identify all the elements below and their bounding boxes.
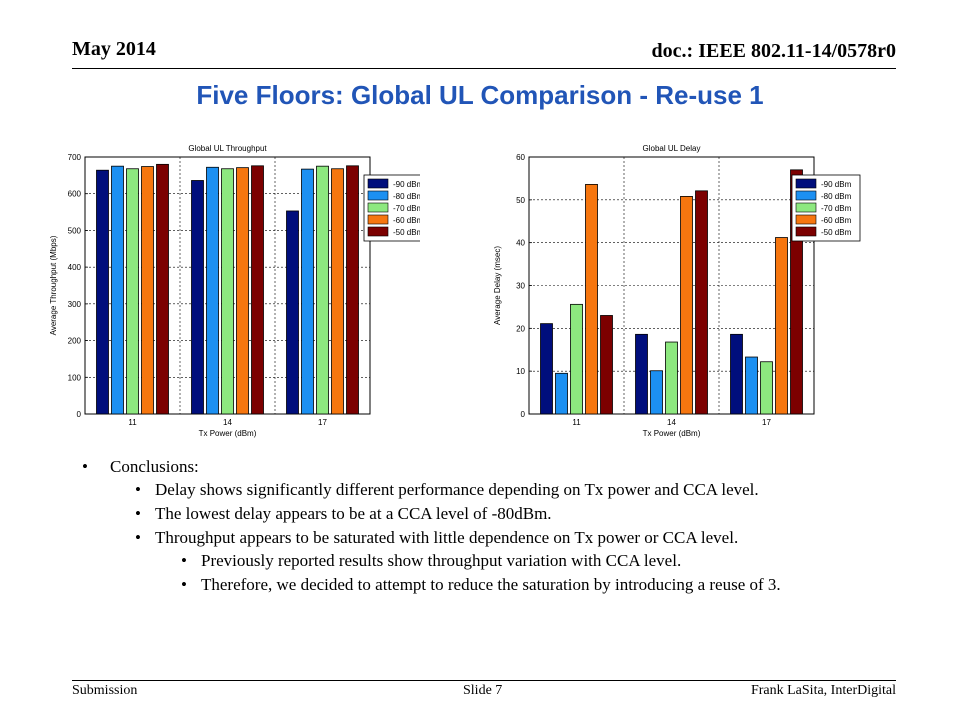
bar	[126, 168, 139, 415]
y-tick-label: 100	[68, 373, 82, 382]
y-tick-label: 0	[77, 410, 82, 419]
bar	[600, 315, 613, 415]
bar	[635, 333, 648, 415]
bar	[221, 168, 234, 415]
legend-label: -50 dBm	[821, 228, 852, 237]
delay-chart: Global UL Delay 0 10 20 30 40 50 60 11 14 17 Tx Pow…	[493, 144, 861, 438]
legend-swatch	[795, 214, 817, 225]
legend-label: -60 dBm	[393, 216, 420, 225]
document-id: doc.: IEEE 802.11-14/0578r0	[651, 40, 896, 62]
chart-title: Global UL Throughput	[188, 144, 267, 153]
x-tick-label: 14	[667, 418, 676, 427]
bar	[585, 184, 598, 415]
bar	[96, 169, 109, 415]
bar	[236, 167, 249, 415]
bar	[206, 166, 219, 415]
footer-submission: Submission	[72, 683, 138, 698]
y-tick-label: 20	[516, 324, 525, 333]
legend-label: -90 dBm	[393, 180, 420, 189]
legend-label: -50 dBm	[393, 228, 420, 237]
x-tick-label: 17	[318, 418, 327, 427]
legend-swatch	[367, 178, 389, 189]
y-tick-label: 40	[516, 239, 525, 248]
chart-title: Global UL Delay	[643, 144, 701, 153]
legend-swatch	[367, 226, 389, 237]
bar	[695, 190, 708, 415]
legend-label: -70 dBm	[393, 204, 420, 213]
x-tick-label: 17	[762, 418, 771, 427]
bar	[775, 237, 788, 415]
y-tick-label: 60	[516, 153, 525, 162]
y-tick-label: 200	[68, 337, 82, 346]
bar	[555, 372, 568, 415]
bar	[301, 168, 314, 415]
conclusion-subitem: Therefore, we decided to attempt to redu…	[155, 574, 880, 595]
bar	[570, 303, 583, 415]
bar	[760, 361, 773, 415]
bar	[331, 168, 344, 415]
footer-author: Frank LaSita, InterDigital	[750, 683, 896, 698]
bar	[665, 341, 678, 415]
legend-label: -60 dBm	[821, 216, 852, 225]
bar	[346, 165, 359, 415]
bar	[745, 356, 758, 415]
bar	[730, 333, 743, 415]
y-axis-label: Average Delay (msec)	[493, 246, 502, 325]
y-tick-label: 400	[68, 263, 82, 272]
x-tick-label: 11	[572, 418, 581, 427]
conclusion-subitem: Previously reported results show through…	[155, 550, 880, 571]
throughput-chart: Global UL Throughput 0 100 200 300 400 500 600 7…	[49, 144, 420, 438]
conclusion-item: Delay shows significantly different perf…	[110, 479, 880, 500]
bar	[680, 196, 693, 415]
legend-swatch	[795, 202, 817, 213]
y-tick-label: 0	[521, 410, 526, 419]
legend-label: -80 dBm	[393, 192, 420, 201]
legend-label: -70 dBm	[821, 204, 852, 213]
conclusion-item: Throughput appears to be saturated with …	[110, 527, 880, 595]
legend-swatch	[367, 202, 389, 213]
y-tick-label: 600	[68, 190, 82, 199]
x-axis-label: Tx Power (dBm)	[643, 429, 701, 438]
bar	[286, 210, 299, 415]
bar	[141, 166, 154, 415]
header-date: May 2014	[72, 38, 156, 60]
bar	[251, 165, 264, 415]
x-axis-label: Tx Power (dBm)	[199, 429, 257, 438]
y-tick-label: 30	[516, 282, 525, 291]
bar	[540, 323, 553, 415]
bar	[191, 180, 204, 415]
bar	[316, 165, 329, 415]
conclusions-heading: Conclusions: Delay shows significantly d…	[80, 456, 880, 595]
legend-swatch	[795, 226, 817, 237]
legend-swatch	[367, 214, 389, 225]
y-tick-label: 50	[516, 196, 525, 205]
conclusion-item: The lowest delay appears to be at a CCA …	[110, 503, 880, 524]
legend-label: -80 dBm	[821, 192, 852, 201]
y-tick-label: 10	[516, 367, 525, 376]
slide-title: Five Floors: Global UL Comparison - Re-u…	[196, 80, 764, 110]
bar	[650, 370, 663, 415]
y-tick-label: 500	[68, 226, 82, 235]
legend-swatch	[795, 190, 817, 201]
y-tick-label: 300	[68, 300, 82, 309]
legend-swatch	[795, 178, 817, 189]
conclusions: Conclusions: Delay shows significantly d…	[80, 456, 880, 598]
x-tick-label: 11	[128, 418, 137, 427]
bar	[111, 165, 124, 415]
bar	[156, 163, 169, 415]
y-axis-label: Average Throughput (Mbps)	[49, 235, 58, 335]
header-divider	[72, 68, 896, 69]
y-tick-label: 700	[68, 153, 82, 162]
legend-label: -90 dBm	[821, 180, 852, 189]
x-tick-label: 14	[223, 418, 232, 427]
legend-swatch	[367, 190, 389, 201]
footer-divider	[72, 680, 896, 681]
slide-number: Slide 7	[463, 683, 503, 698]
